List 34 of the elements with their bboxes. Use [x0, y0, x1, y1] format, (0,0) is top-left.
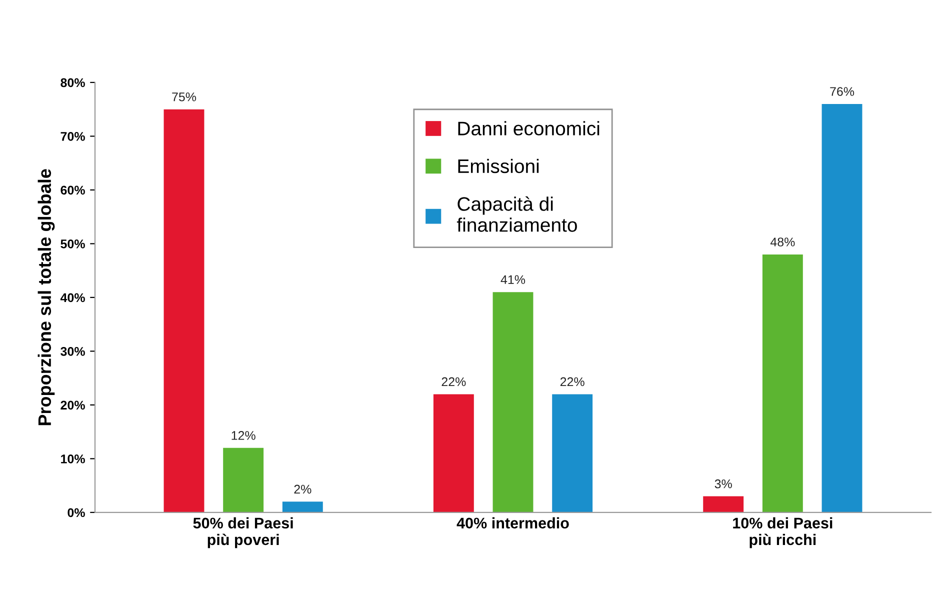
y-tick-label: 30%: [60, 346, 85, 356]
bar: [164, 109, 204, 512]
bar: [552, 394, 593, 512]
y-tick-label: 40%: [60, 293, 85, 302]
data-label: 76%: [830, 87, 854, 96]
bar: [703, 496, 744, 512]
data-label: 48%: [770, 238, 795, 246]
y-tick-label: 60%: [60, 186, 85, 195]
y-tick-label: 70%: [60, 132, 85, 141]
y-tick-label: 10%: [61, 454, 85, 464]
bar: [762, 254, 803, 512]
bar: [433, 394, 474, 512]
data-label: 22%: [560, 377, 584, 386]
x-tick-label: 40% intermedio: [456, 517, 569, 529]
legend-label: Emissioni: [458, 158, 539, 174]
data-label: 12%: [232, 431, 256, 440]
y-tick-label: 0%: [68, 508, 85, 518]
legend-label: Capacità di finanziamento: [456, 196, 577, 232]
y-tick-label: 80%: [60, 78, 85, 88]
data-label: 75%: [172, 92, 196, 102]
y-tick-label: 20%: [60, 400, 85, 410]
data-label: 22%: [442, 377, 466, 386]
data-label: 2%: [294, 484, 312, 494]
x-tick-label: 50% dei Paesi più poveri: [193, 517, 293, 548]
data-label: 41%: [500, 275, 526, 284]
bar: [223, 448, 264, 512]
y-tick-label: 50%: [60, 240, 85, 248]
data-label: 3%: [714, 479, 732, 488]
x-tick-label: 10% dei Paesi più ricchi: [733, 517, 832, 548]
bar: [282, 502, 323, 512]
y-axis-title: Proporzione sul totale globale: [38, 169, 55, 426]
legend-label: Danni economici: [458, 121, 600, 136]
bar: [492, 292, 534, 512]
bar: [822, 104, 862, 512]
